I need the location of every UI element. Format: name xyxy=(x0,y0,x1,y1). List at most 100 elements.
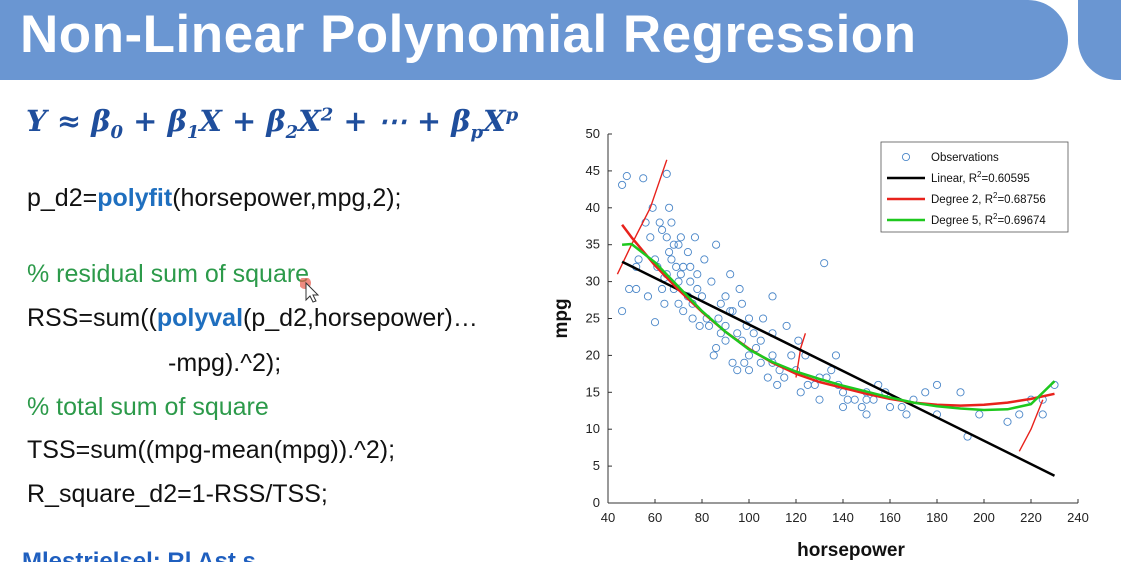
code-text: (horsepower,mpg,2); xyxy=(172,184,402,212)
x-tick-label: 240 xyxy=(1067,510,1089,525)
code-tss-line: TSS=sum((mpg-mean(mpg)).^2); xyxy=(27,436,396,464)
formula-betap: β xyxy=(451,104,471,138)
observation-point xyxy=(763,373,772,382)
y-tick-label: 25 xyxy=(586,311,600,326)
legend-entry-label: Degree 5, R2=0.69674 xyxy=(931,212,1046,227)
observation-point xyxy=(768,351,777,360)
observation-point xyxy=(712,343,721,353)
legend-entry-label: Linear, R2=0.60595 xyxy=(931,170,1030,185)
observation-point xyxy=(1038,410,1047,419)
observation-point xyxy=(728,307,737,316)
observation-point xyxy=(709,351,718,360)
observation-point xyxy=(634,255,643,264)
observation-point xyxy=(1003,417,1012,426)
observation-point xyxy=(674,299,683,308)
observation-point xyxy=(721,321,730,330)
observation-point xyxy=(796,388,805,397)
observation-point xyxy=(902,410,911,419)
observation-point xyxy=(655,218,664,227)
observation-point xyxy=(679,262,688,271)
observation-point xyxy=(737,299,746,308)
observation-point xyxy=(735,284,744,294)
observation-point xyxy=(679,307,688,316)
x-tick-label: 40 xyxy=(601,510,615,525)
observation-point xyxy=(782,321,791,330)
linear-fit-line xyxy=(621,260,1056,477)
chart-legend: Observations Linear, R2=0.60595 Degree 2, … xyxy=(880,141,1069,233)
formula-x2: X xyxy=(298,104,321,138)
observation-point xyxy=(857,403,866,412)
observation-point xyxy=(733,329,742,338)
y-tick-label: 0 xyxy=(593,495,600,510)
observation-point xyxy=(618,307,627,316)
code-rsquare-line: R_square_d2=1-RSS/TSS; xyxy=(27,480,328,508)
observation-point xyxy=(667,255,676,264)
observation-point xyxy=(1015,410,1024,419)
observation-point xyxy=(665,203,674,212)
x-axis-title: horsepower xyxy=(797,540,905,561)
title-banner: Non-Linear Polynomial Regression xyxy=(0,0,1068,80)
observation-point xyxy=(688,314,697,323)
observation-point xyxy=(650,318,660,327)
observation-point xyxy=(885,403,895,412)
observation-point xyxy=(674,240,683,249)
observation-point xyxy=(690,233,699,242)
observation-point xyxy=(749,329,758,338)
legend-box xyxy=(880,141,1069,233)
formula-lhs: Y xyxy=(26,104,47,138)
observation-point xyxy=(897,403,906,412)
code-text: p_d2= xyxy=(27,184,98,212)
x-tick-label: 140 xyxy=(832,510,854,525)
observation-point xyxy=(646,233,655,242)
observation-point xyxy=(662,233,671,242)
x-tick-label: 100 xyxy=(738,510,760,525)
code-keyword: polyfit xyxy=(97,184,173,212)
observation-point xyxy=(676,233,685,242)
y-tick-label: 30 xyxy=(586,274,600,289)
observation-point xyxy=(744,351,754,360)
formula-x1: X xyxy=(199,104,222,138)
degree2-fit-line xyxy=(621,224,1055,407)
observation-point xyxy=(820,259,829,268)
observation-point xyxy=(667,218,676,227)
observation-point xyxy=(716,299,725,308)
observation-point xyxy=(744,366,754,375)
fit-fragment-line xyxy=(795,333,807,378)
y-tick-label: 5 xyxy=(593,458,600,473)
legend-entry-label: Observations xyxy=(931,152,999,164)
formula-beta1-sub: 1 xyxy=(186,121,200,143)
observation-point xyxy=(662,169,671,178)
observation-point xyxy=(932,380,942,389)
observation-point xyxy=(693,270,702,279)
observation-point xyxy=(665,248,674,257)
observation-point xyxy=(756,336,765,345)
observation-point xyxy=(815,395,824,404)
legend-entry-label: Degree 2, R2=0.68756 xyxy=(931,191,1046,206)
fit-fragment-line xyxy=(616,159,668,275)
formula-approx: ≈ xyxy=(56,104,82,138)
observation-point xyxy=(714,314,723,323)
formula-beta2-sub: 2 xyxy=(285,121,299,143)
observation-point xyxy=(693,284,702,294)
code-comment-rss: % residual sum of square xyxy=(27,260,310,288)
observation-point xyxy=(618,180,627,189)
code-rss-line: RSS=sum((polyval(p_d2,horsepower)… xyxy=(27,304,478,333)
formula-plus: + xyxy=(231,104,257,138)
x-tick-label: 120 xyxy=(785,510,807,525)
observation-point xyxy=(700,255,709,264)
y-axis-title: mpg xyxy=(551,298,572,338)
formula-xp: X xyxy=(483,104,506,138)
y-tick-label: 45 xyxy=(586,163,600,178)
x-tick-label: 60 xyxy=(648,510,662,525)
code-keyword: polyval xyxy=(156,304,244,332)
observation-point xyxy=(669,240,678,249)
code-text: (p_d2,horsepower)… xyxy=(243,304,478,332)
observation-point xyxy=(768,292,777,301)
observation-point xyxy=(780,373,789,382)
formula-xp-sup: p xyxy=(505,104,519,126)
regression-chart: 40 60 80 100 120 140 160 180 200 220 240 0 5 10 15 20 25… xyxy=(551,126,1089,561)
fit-curves-layer xyxy=(616,159,1056,477)
observation-point xyxy=(733,366,742,375)
degree5-fit-line xyxy=(622,242,1056,412)
corner-decoration xyxy=(1078,0,1121,80)
